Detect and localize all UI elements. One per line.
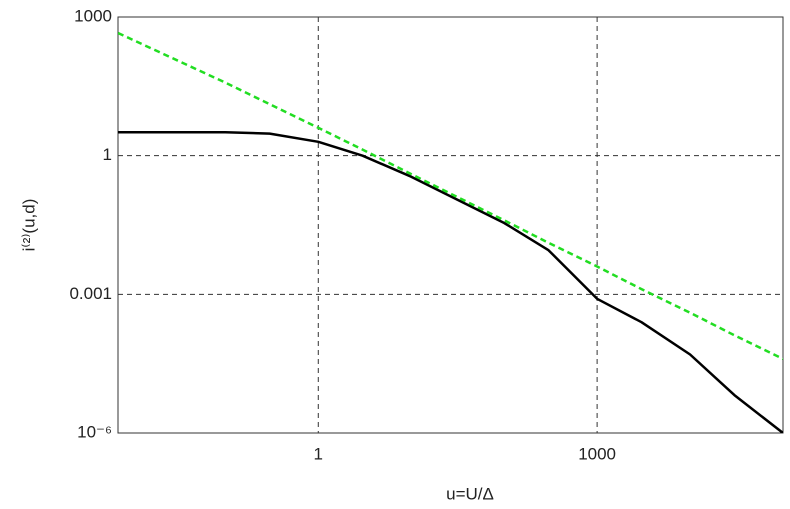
- series-line: [118, 131, 783, 433]
- y-tick-label: 1000: [74, 6, 112, 25]
- x-tick-label: 1: [314, 444, 323, 463]
- y-axis-label: i⁽²⁾(u,d): [19, 199, 38, 252]
- y-tick-label: 10⁻⁶: [77, 422, 112, 441]
- x-axis-label: u=U/Δ: [446, 484, 494, 503]
- y-tick-label: 0.001: [69, 284, 112, 303]
- plot-frame: [117, 16, 784, 434]
- x-tick-label: 1000: [578, 444, 616, 463]
- y-tick-label: 1: [103, 145, 112, 164]
